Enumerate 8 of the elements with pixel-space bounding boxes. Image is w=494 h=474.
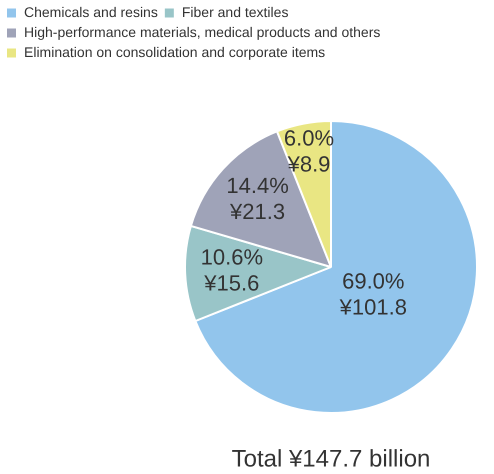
- legend-label: Elimination on consolidation and corporate items: [24, 44, 326, 60]
- legend-label: High-performance materials, medical products and others: [24, 24, 380, 40]
- text: Total ¥147.7 billion: [232, 446, 430, 473]
- data-label: 10.6% ¥15.6: [200, 244, 264, 296]
- legend-label: Chemicals and resins: [24, 4, 158, 20]
- legend-label: Fiber and textiles: [182, 4, 288, 20]
- data-label: 14.4% ¥21.3: [226, 173, 289, 224]
- data-label: 69.0% ¥101.8: [338, 268, 407, 320]
